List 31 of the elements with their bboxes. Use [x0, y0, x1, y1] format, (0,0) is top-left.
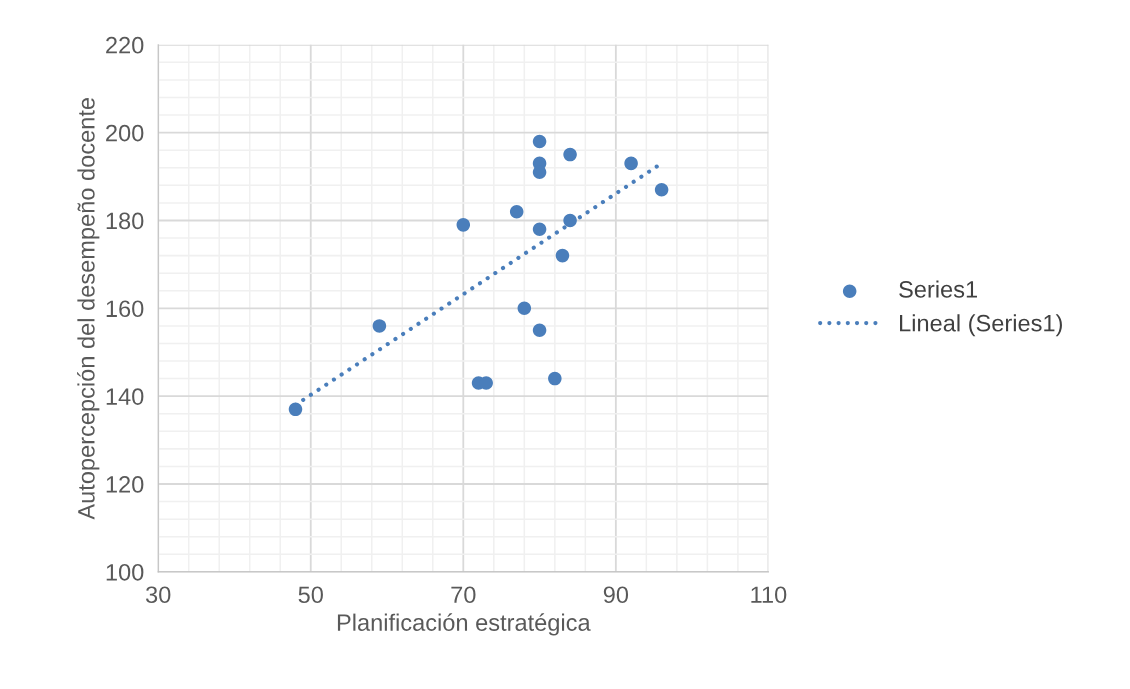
x-axis-title: Planificación estratégica [337, 613, 591, 636]
y-axis-title: Autopercepción del desempeño docente [77, 98, 100, 520]
point [555, 248, 570, 263]
y-tick-label: 160 [106, 300, 144, 318]
point [532, 222, 547, 237]
point [654, 182, 669, 197]
point [517, 301, 532, 316]
y-tick-label: 120 [106, 476, 144, 493]
legend-label: Lineal (Series1) [900, 314, 1062, 337]
point [372, 319, 387, 333]
x-tick-label: 70 [451, 586, 476, 604]
y-tick-label: 220 [106, 36, 144, 54]
point [548, 371, 562, 386]
x-tick-label: 50 [298, 586, 323, 604]
x-tick-label: 90 [603, 586, 629, 604]
point [563, 147, 577, 162]
point [532, 165, 547, 179]
point [563, 213, 577, 228]
point [532, 323, 547, 338]
point [288, 402, 303, 417]
point [624, 156, 638, 171]
point [456, 218, 471, 232]
y-tick-label: 180 [106, 212, 144, 230]
x-tick-label: 30 [145, 586, 171, 604]
x-tick-label: 110 [751, 586, 787, 604]
y-tick-label: 140 [106, 388, 144, 405]
point [509, 204, 524, 219]
legend-label: Series1 [899, 280, 977, 298]
point [532, 134, 547, 149]
y-tick-label: 200 [106, 124, 144, 142]
y-tick-label: 100 [106, 563, 144, 581]
